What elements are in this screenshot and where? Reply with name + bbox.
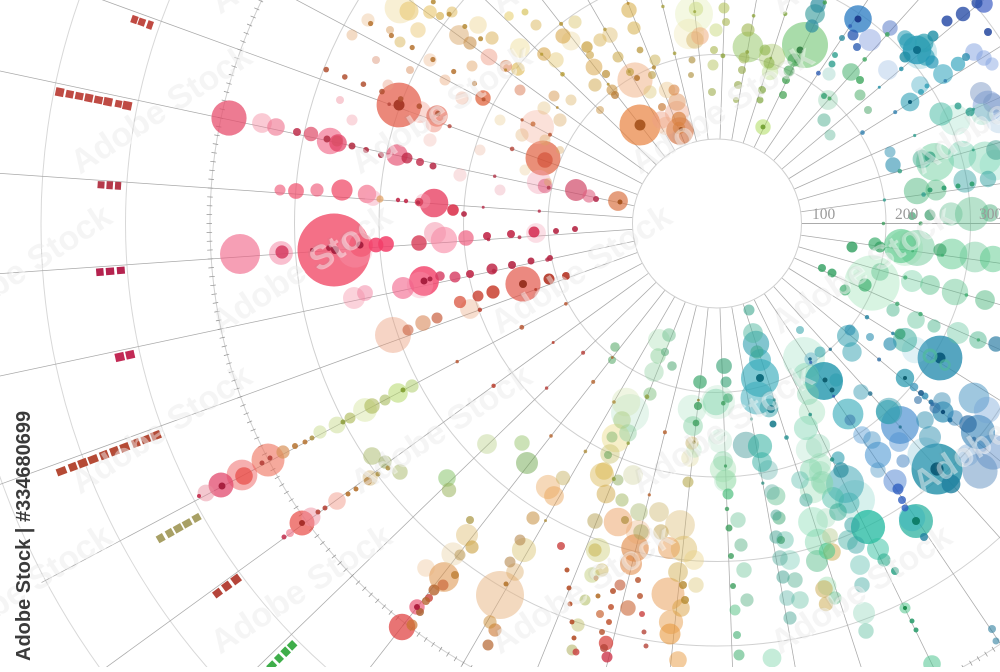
svg-text:300: 300	[979, 206, 1000, 223]
svg-text:200: 200	[895, 206, 919, 223]
svg-text:100: 100	[812, 206, 836, 223]
svg-text:Adobe Stock | #334680699: Adobe Stock | #334680699	[13, 411, 35, 661]
